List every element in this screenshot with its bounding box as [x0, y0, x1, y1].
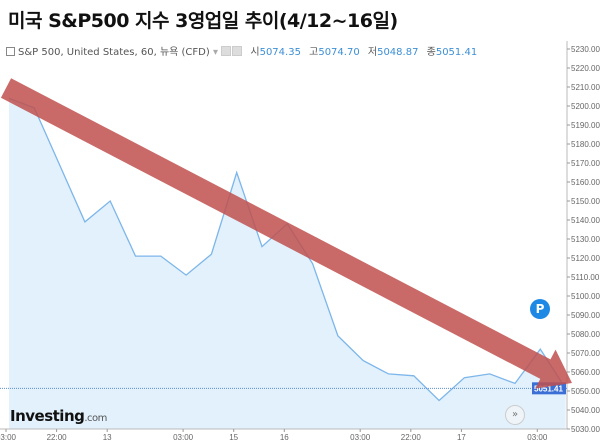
close-value: 5051.41: [435, 47, 478, 58]
high-value: 5074.70: [318, 47, 360, 58]
chevron-down-icon[interactable]: ▾: [212, 47, 218, 58]
p-badge[interactable]: P: [530, 299, 550, 319]
y-tick-label: 5190.00: [571, 121, 600, 130]
collapse-icon[interactable]: [6, 47, 15, 56]
y-tick-label: 5040.00: [571, 406, 600, 415]
current-price-label: 5051.41: [534, 384, 563, 393]
x-tick-label: 15: [229, 433, 238, 442]
y-tick-label: 5030.00: [571, 425, 600, 434]
symbol-label[interactable]: S&P 500, United States, 60, 뉴욕 (CFD): [18, 47, 210, 58]
hide-icon[interactable]: [232, 46, 243, 56]
y-tick-label: 5140.00: [571, 216, 600, 225]
x-tick-label: 16: [280, 433, 289, 442]
scroll-to-latest-button[interactable]: »: [505, 405, 525, 425]
x-tick-label: 03:00: [527, 433, 548, 442]
page-title: 미국 S&P500 지수 3영업일 추이(4/12~16일): [8, 10, 398, 32]
y-tick-label: 5170.00: [571, 159, 600, 168]
settings-icon[interactable]: [221, 46, 232, 56]
high-label: 고: [309, 47, 319, 58]
x-tick-label: 22:00: [47, 433, 68, 442]
y-tick-label: 5220.00: [571, 64, 600, 73]
y-tick-label: 5070.00: [571, 349, 600, 358]
y-tick-label: 5200.00: [571, 102, 600, 111]
x-tick-label: 13: [103, 433, 112, 442]
y-tick-label: 5180.00: [571, 140, 600, 149]
investing-logo: Investing.com: [10, 407, 107, 425]
x-tick-label: 03:00: [350, 433, 371, 442]
x-tick-label: 17: [457, 433, 466, 442]
y-tick-label: 5080.00: [571, 330, 600, 339]
y-tick-label: 5090.00: [571, 311, 600, 320]
y-tick-label: 5160.00: [571, 178, 600, 187]
low-label: 저: [367, 47, 378, 58]
y-tick-label: 5100.00: [571, 292, 600, 301]
y-tick-label: 5110.00: [571, 273, 600, 282]
y-tick-label: 5150.00: [571, 197, 600, 206]
y-tick-label: 5060.00: [571, 368, 600, 377]
close-label: 종: [426, 47, 436, 58]
area-fill: [9, 98, 566, 430]
y-tick-label: 5230.00: [571, 45, 600, 54]
x-tick-label: 22:00: [401, 433, 422, 442]
y-tick-label: 5130.00: [571, 235, 600, 244]
y-tick-label: 5210.00: [571, 83, 600, 92]
y-tick-label: 5120.00: [571, 254, 600, 263]
x-tick-label: 03:00: [0, 433, 17, 442]
x-tick-label: 03:00: [173, 433, 194, 442]
y-tick-label: 5050.00: [571, 387, 600, 396]
low-value: 5048.87: [377, 47, 419, 58]
chart-legend: S&P 500, United States, 60, 뉴욕 (CFD) ▾ 시…: [6, 43, 482, 58]
open-label: 시: [250, 47, 260, 58]
trend-arrow-icon: [0, 78, 573, 389]
open-value: 5074.35: [259, 47, 301, 58]
